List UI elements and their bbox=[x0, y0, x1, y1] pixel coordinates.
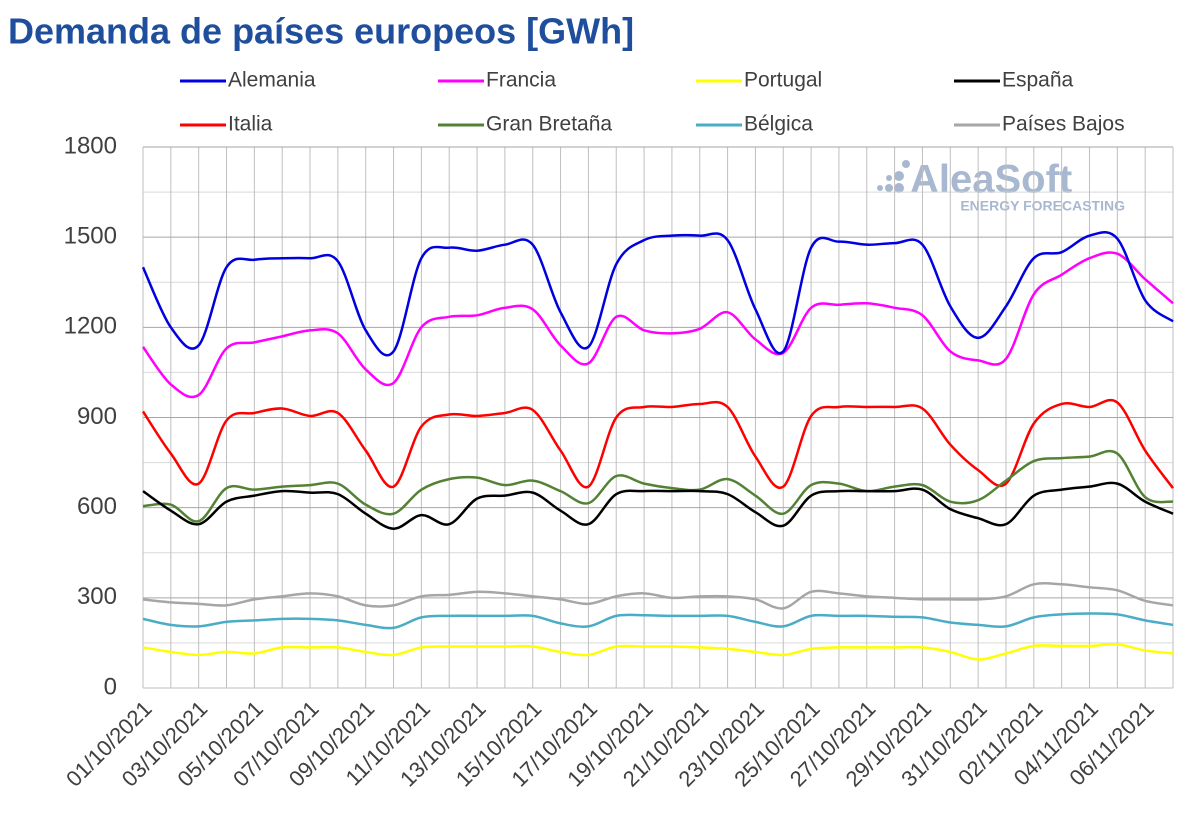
chart-title: Demanda de países europeos [GWh] bbox=[8, 11, 634, 52]
legend-label: Gran Bretaña bbox=[486, 113, 612, 136]
series-line bbox=[142, 643, 1174, 661]
series-line bbox=[142, 449, 1174, 523]
series-line bbox=[141, 251, 1174, 399]
legend-label: Países Bajos bbox=[1002, 113, 1125, 136]
y-tick-label: 0 bbox=[104, 673, 117, 700]
logo-name: AleaSoft bbox=[910, 158, 1072, 202]
series-line bbox=[142, 481, 1174, 530]
legend-label: Portugal bbox=[744, 69, 822, 92]
legend-label: Bélgica bbox=[744, 113, 813, 136]
series-line bbox=[142, 582, 1174, 610]
y-tick-label: 1200 bbox=[64, 313, 117, 340]
y-tick-label: 300 bbox=[77, 583, 117, 610]
series-line bbox=[141, 231, 1174, 357]
logo-tagline: ENERGY FORECASTING bbox=[960, 198, 1125, 214]
y-tick-label: 900 bbox=[77, 403, 117, 430]
legend-label: Francia bbox=[486, 69, 556, 92]
series-line bbox=[141, 398, 1175, 490]
legend-label: Italia bbox=[228, 113, 273, 136]
legend-label: España bbox=[1002, 69, 1074, 92]
y-tick-label: 1800 bbox=[64, 132, 117, 159]
y-tick-label: 1500 bbox=[64, 223, 117, 250]
logo: AleaSoft ENERGY FORECASTING bbox=[877, 158, 1125, 214]
y-tick-label: 600 bbox=[77, 493, 117, 520]
legend-label: Alemania bbox=[228, 69, 316, 92]
series-line bbox=[142, 612, 1174, 630]
